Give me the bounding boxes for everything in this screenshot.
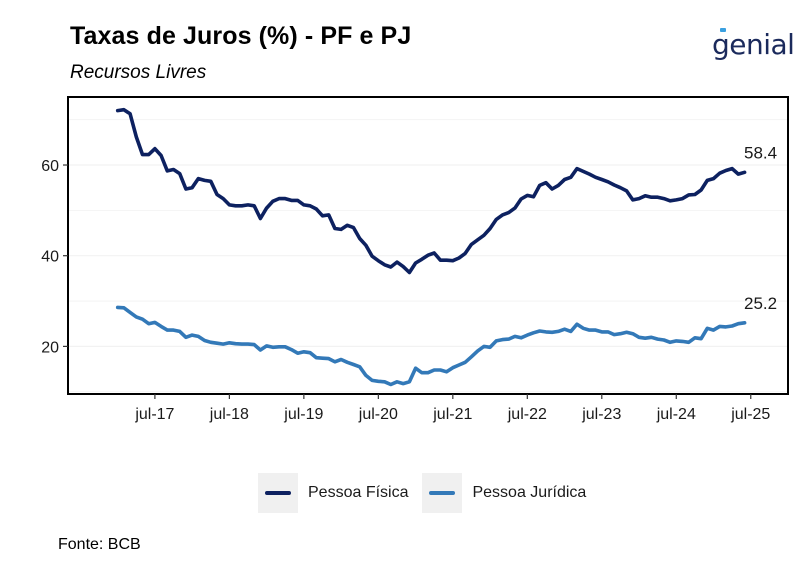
x-tick-label: jul-20	[358, 406, 398, 423]
x-tick-label: jul-17	[134, 406, 174, 423]
x-tick-label: jul-24	[656, 406, 696, 423]
axes: 20 40 60 jul-17 jul-18 jul-19 jul-20 jul-21 jul-…	[41, 158, 770, 423]
y-tick-label: 40	[41, 249, 59, 266]
legend-key-pf	[258, 473, 298, 513]
y-tick-label: 20	[41, 339, 59, 356]
legend: Pessoa Física Pessoa Jurídica	[258, 473, 600, 513]
chart-title: Taxas de Juros (%) - PF e PJ	[70, 22, 412, 50]
x-tick-label: jul-22	[507, 406, 547, 423]
source-note: Fonte: BCB	[58, 536, 141, 553]
series-line-pj	[115, 305, 747, 387]
legend-item-pj: Pessoa Jurídica	[422, 473, 586, 513]
x-tick-label: jul-21	[432, 406, 472, 423]
legend-key-pj	[422, 473, 463, 513]
plot-frame	[67, 96, 789, 395]
series-line-pf	[115, 107, 747, 275]
end-labels: 58.4 25.2	[744, 143, 777, 313]
chart-subtitle: Recursos Livres	[70, 62, 207, 83]
series-lines	[115, 107, 747, 387]
x-tick-label: jul-18	[209, 406, 249, 423]
end-label-pf: 58.4	[744, 143, 777, 162]
brand-logo: genial	[712, 28, 795, 61]
gridlines	[68, 119, 788, 393]
legend-item-pf: Pessoa Física	[258, 473, 408, 513]
end-label-pj: 25.2	[744, 294, 777, 313]
logo-accent-icon	[720, 28, 726, 32]
legend-label-pf: Pessoa Física	[308, 484, 409, 501]
x-tick-label: jul-19	[283, 406, 323, 423]
x-tick-label: jul-25	[730, 406, 770, 423]
x-tick-label: jul-23	[581, 406, 621, 423]
y-tick-label: 60	[41, 158, 59, 175]
legend-label-pj: Pessoa Jurídica	[472, 484, 587, 501]
